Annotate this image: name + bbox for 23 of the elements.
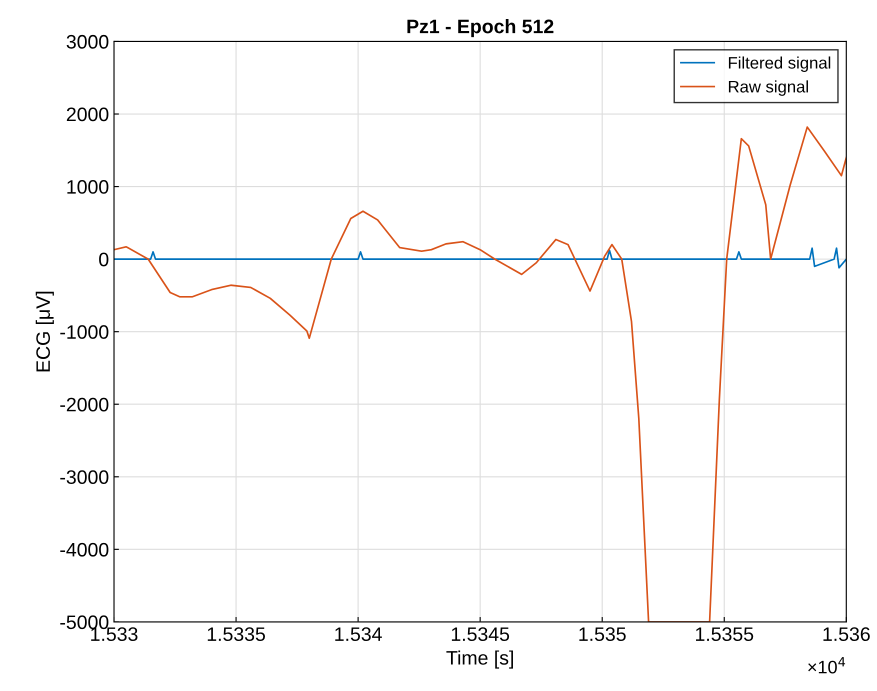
x-tick-label: 1.5355 — [696, 627, 754, 642]
x-axis-title: Time [s] — [446, 650, 513, 669]
x-tick-label: 1.533 — [91, 627, 138, 642]
y-tick-label: -1000 — [60, 325, 108, 339]
x-tick-label: 1.535 — [579, 627, 626, 642]
x-tick-label: 1.534 — [335, 627, 382, 642]
line-series — [114, 247, 846, 269]
y-tick-label: 1000 — [67, 180, 108, 194]
x-tick-label: 1.536 — [823, 627, 870, 642]
y-tick-label: 3000 — [66, 34, 108, 49]
y-tick-label: -4000 — [60, 542, 108, 557]
x-tick-label: 1.5345 — [452, 627, 510, 642]
legend-label: Filtered signal — [728, 56, 830, 72]
y-tick-label: 0 — [99, 252, 108, 266]
y-tick-label: -2000 — [60, 398, 108, 412]
y-tick-label: -5000 — [60, 615, 108, 630]
legend-label: Raw signal — [728, 80, 808, 96]
x-tick-label: 1.5335 — [208, 627, 265, 642]
text: ×10$^{4}$ — [808, 657, 846, 674]
y-tick-label: -3000 — [60, 470, 108, 484]
y-tick-label: 2000 — [66, 107, 108, 122]
chart-title: Pz1 - Epoch 512 — [407, 19, 554, 38]
y-axis-title: ECG [μV] — [36, 292, 54, 372]
